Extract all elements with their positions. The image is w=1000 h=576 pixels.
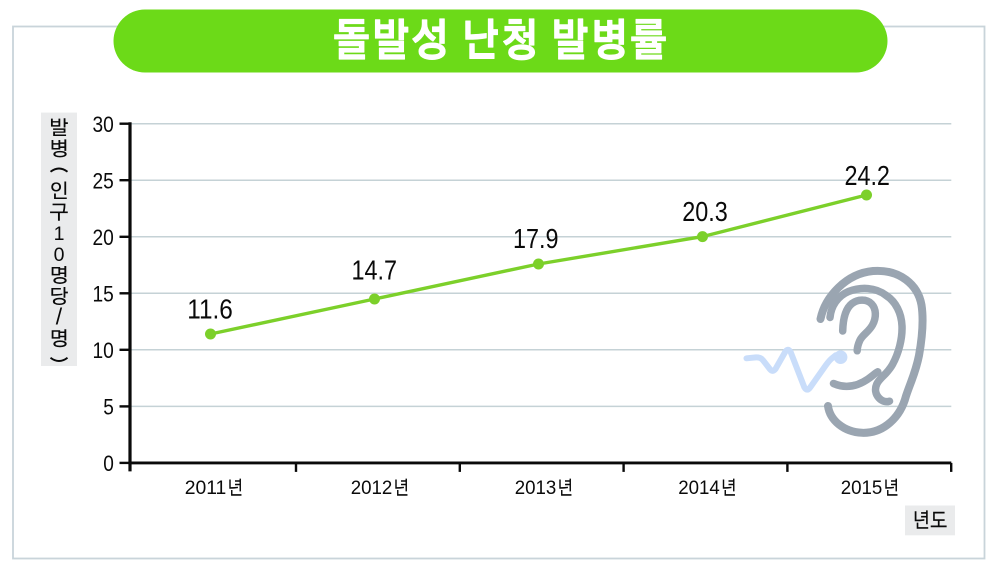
svg-text:14.7: 14.7: [352, 255, 398, 286]
svg-text:2014: 2014: [678, 477, 720, 499]
svg-text:30: 30: [93, 112, 114, 137]
svg-text:2013: 2013: [515, 477, 557, 499]
svg-text:2012: 2012: [351, 477, 393, 499]
svg-text:2011: 2011: [185, 477, 227, 499]
svg-text:5: 5: [103, 395, 114, 420]
svg-text:2015: 2015: [841, 477, 883, 499]
svg-text:10: 10: [93, 338, 114, 363]
svg-text:20.3: 20.3: [682, 196, 728, 227]
svg-text:24.2: 24.2: [844, 160, 890, 191]
svg-text:11.6: 11.6: [187, 293, 233, 324]
svg-text:25: 25: [93, 168, 114, 193]
svg-text:17.9: 17.9: [513, 223, 559, 254]
svg-text:0: 0: [103, 451, 114, 476]
svg-text:1: 1: [54, 223, 65, 245]
svg-text:20: 20: [93, 225, 114, 250]
svg-text:0: 0: [54, 244, 65, 266]
svg-text:/: /: [56, 303, 63, 329]
svg-text:15: 15: [93, 282, 114, 307]
